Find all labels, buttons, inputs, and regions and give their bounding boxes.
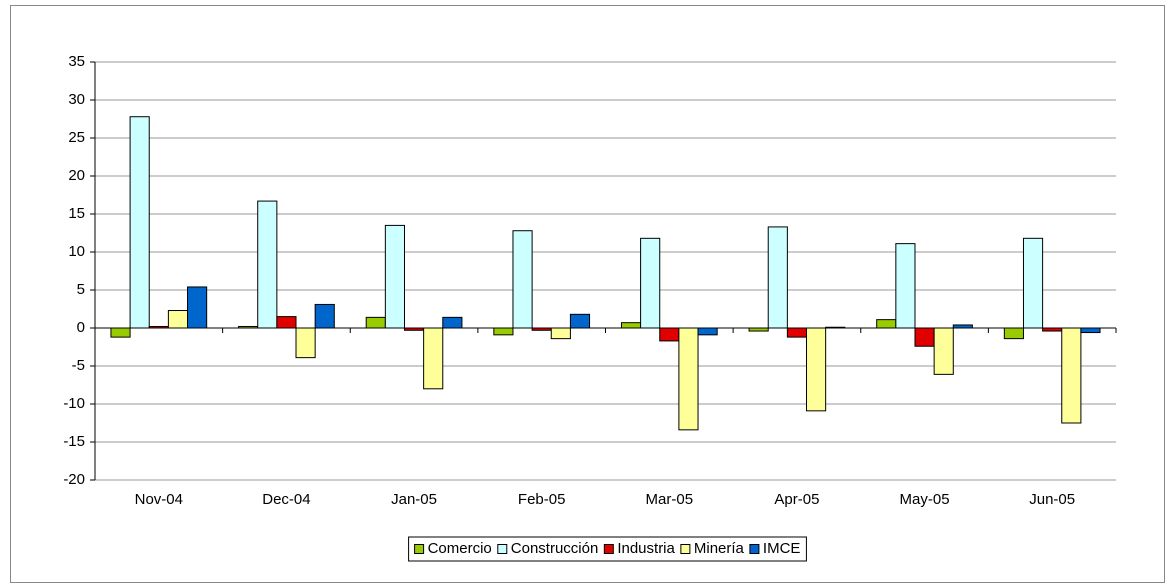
legend-label: Minería (694, 540, 745, 557)
y-tick-label: 20 (68, 167, 85, 184)
legend-swatch (603, 544, 614, 554)
y-tick-label: 0 (77, 319, 85, 336)
bar (806, 327, 827, 412)
bar (110, 327, 131, 338)
y-tick-label: -10 (63, 395, 85, 412)
bar (933, 327, 954, 375)
bar (1061, 327, 1082, 424)
y-tick-label: -15 (63, 433, 85, 450)
bar (659, 327, 680, 342)
bar (640, 237, 661, 329)
x-tick-label: Jun-05 (1029, 491, 1075, 508)
y-tick-label: -5 (72, 357, 85, 374)
bar (512, 230, 533, 329)
y-tick-label: 35 (68, 53, 85, 70)
bar (129, 116, 150, 329)
bar (767, 226, 788, 329)
bar (167, 310, 189, 329)
legend-swatch (680, 544, 691, 554)
bar (276, 316, 297, 329)
y-tick-label: 5 (77, 281, 85, 298)
x-tick-label: Jan-05 (391, 491, 437, 508)
bar (569, 313, 591, 329)
bar (914, 327, 935, 347)
x-tick-label: Nov-04 (135, 491, 183, 508)
bar (550, 327, 571, 340)
bar (493, 327, 514, 336)
bar (697, 327, 718, 336)
bar (1022, 237, 1044, 329)
legend-swatch (749, 544, 760, 554)
bar (423, 327, 444, 390)
legend-label: Industria (617, 540, 675, 557)
x-tick-label: Apr-05 (774, 491, 819, 508)
bar (295, 327, 316, 359)
legend-label: IMCE (763, 540, 801, 557)
bar (187, 286, 208, 329)
bar (620, 322, 642, 329)
legend-swatch (497, 544, 508, 554)
legend-swatch (414, 544, 425, 554)
x-tick-label: Mar-05 (646, 491, 694, 508)
bar (876, 319, 897, 329)
bar (1080, 327, 1101, 334)
bar (442, 316, 463, 329)
x-tick-label: Dec-04 (262, 491, 310, 508)
bar (257, 200, 278, 329)
legend-label: Comercio (428, 540, 492, 557)
x-tick-label: Feb-05 (518, 491, 566, 508)
chart-frame (10, 5, 1165, 583)
x-tick-label: May-05 (900, 491, 950, 508)
legend-label: Construcción (511, 540, 599, 557)
bar (1003, 327, 1024, 340)
bar (365, 316, 386, 329)
y-tick-label: 15 (68, 205, 85, 222)
bar (786, 327, 808, 338)
bar (314, 303, 335, 329)
bar (384, 224, 405, 329)
bar (678, 327, 699, 431)
y-tick-label: -20 (63, 471, 85, 488)
bar (895, 243, 916, 329)
y-tick-label: 30 (68, 91, 85, 108)
y-tick-label: 25 (68, 129, 85, 146)
y-tick-label: 10 (68, 243, 85, 260)
